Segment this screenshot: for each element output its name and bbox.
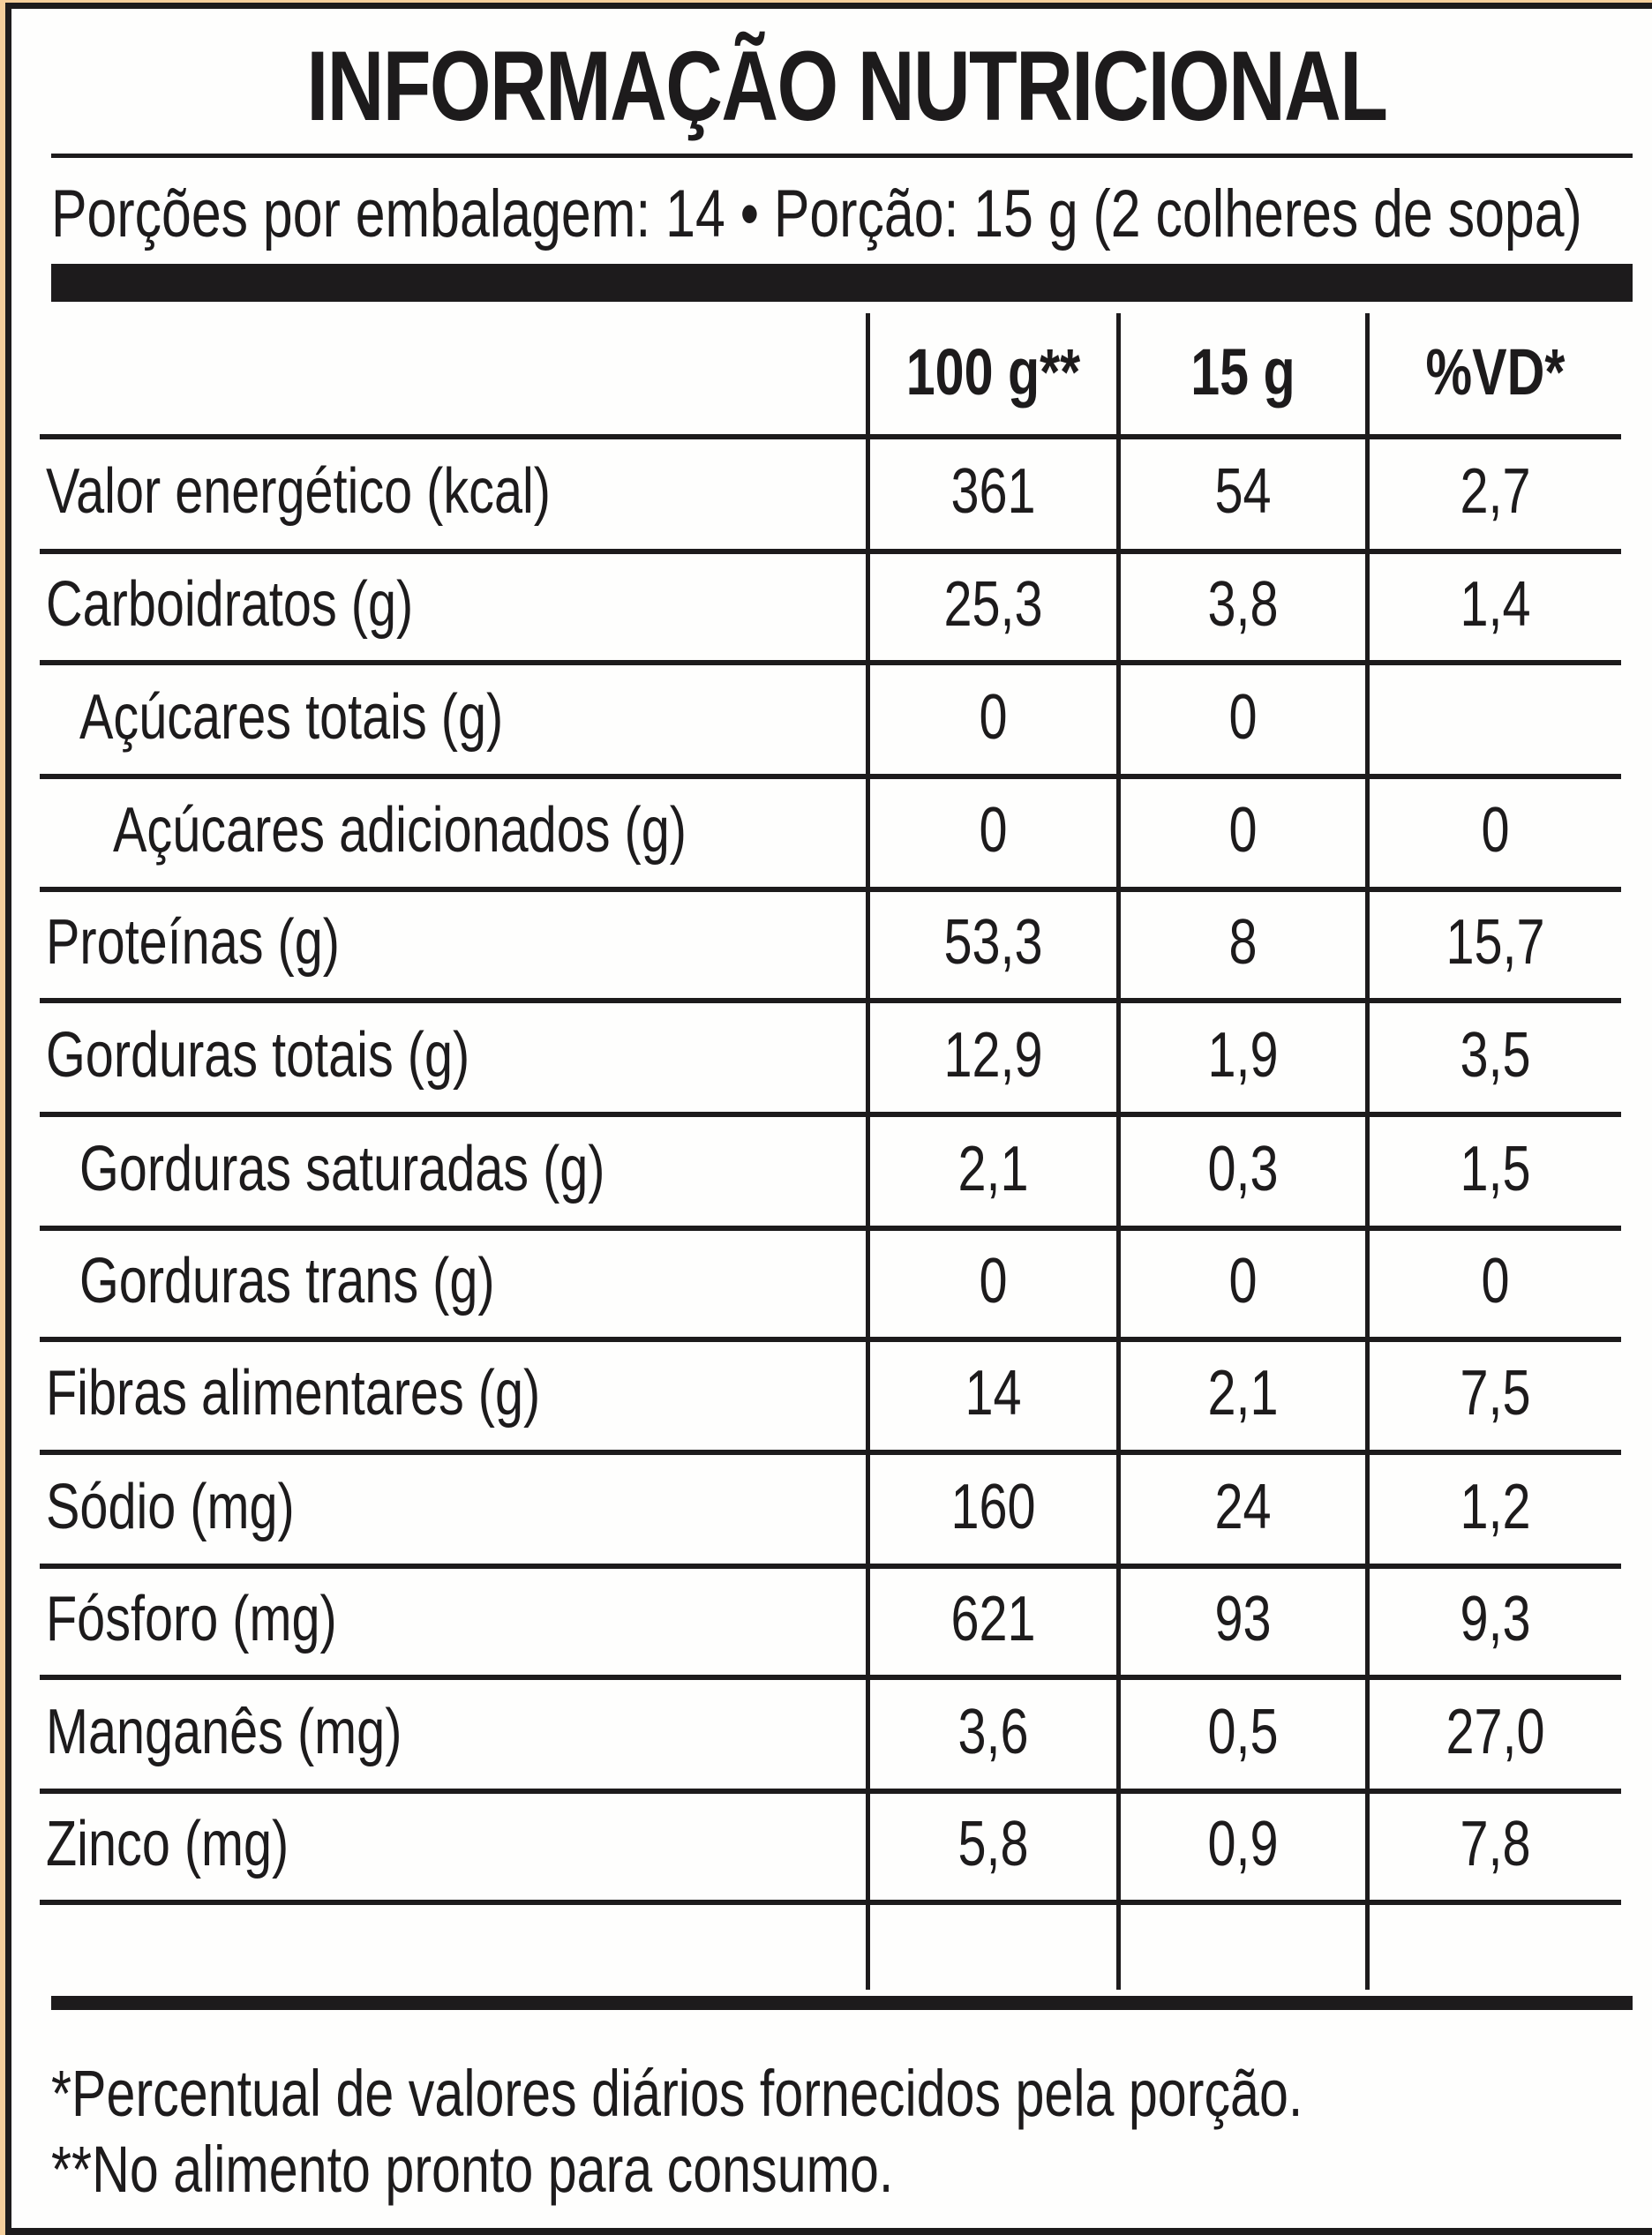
nutrient-label: Proteínas (g) (46, 907, 340, 978)
value-per-100g: 53,3 (943, 907, 1043, 978)
daily-value-percent: 7,8 (1460, 1809, 1531, 1879)
row-divider (40, 1337, 1621, 1342)
daily-value-percent: 7,5 (1460, 1358, 1531, 1429)
nutrient-label: Gorduras saturadas (g) (79, 1133, 605, 1204)
daily-value-percent: 0 (1481, 795, 1510, 866)
value-per-portion: 0,9 (1207, 1809, 1279, 1879)
value-per-portion: 0 (1228, 1246, 1258, 1316)
daily-value-percent: 1,5 (1460, 1133, 1531, 1204)
value-per-100g: 5,8 (957, 1809, 1029, 1879)
daily-value-percent: 0 (1481, 1246, 1510, 1316)
row-divider (40, 1900, 1621, 1905)
nutrient-label: Açúcares totais (g) (79, 681, 504, 753)
value-per-portion: 93 (1214, 1584, 1272, 1654)
value-per-100g: 12,9 (943, 1019, 1043, 1091)
nutrient-label: Zinco (mg) (46, 1809, 289, 1879)
value-per-100g: 160 (950, 1471, 1036, 1542)
row-divider (40, 774, 1621, 779)
row-divider (40, 887, 1621, 892)
value-per-100g: 14 (965, 1358, 1022, 1429)
row-divider (40, 1789, 1621, 1794)
daily-value-percent: 2,7 (1460, 456, 1531, 527)
nutrient-label: Valor energético (kcal) (46, 456, 551, 527)
nutrient-label: Fibras alimentares (g) (46, 1358, 541, 1429)
header-thick-bar (51, 264, 1633, 302)
value-per-100g: 0 (979, 795, 1008, 866)
daily-value-percent: 1,4 (1460, 569, 1531, 640)
column-header: 15 g (1190, 335, 1295, 409)
daily-value-percent: 9,3 (1460, 1584, 1531, 1654)
value-per-portion: 24 (1214, 1471, 1272, 1542)
serving-info: Porções por embalagem: 14 • Porção: 15 g… (51, 176, 1582, 251)
value-per-100g: 2,1 (957, 1133, 1029, 1204)
value-per-portion: 0 (1228, 795, 1258, 866)
value-per-100g: 361 (950, 456, 1036, 527)
value-per-100g: 621 (950, 1584, 1036, 1654)
row-divider (40, 1564, 1621, 1569)
nutrient-label: Carboidratos (g) (46, 569, 414, 640)
value-per-portion: 0,5 (1207, 1696, 1279, 1767)
daily-value-percent: 1,2 (1460, 1471, 1531, 1542)
column-divider (1365, 313, 1370, 1990)
value-per-portion: 8 (1228, 907, 1258, 978)
nutrient-label: Gorduras trans (g) (79, 1246, 495, 1316)
daily-value-percent: 27,0 (1446, 1696, 1545, 1767)
footnote-ready-to-eat: **No alimento pronto para consumo. (51, 2133, 894, 2206)
label-title: INFORMAÇÃO NUTRICIONAL (306, 31, 1388, 141)
value-per-100g: 0 (979, 1246, 1008, 1316)
value-per-100g: 25,3 (943, 569, 1043, 640)
column-divider (866, 313, 870, 1990)
title-divider (51, 154, 1633, 158)
nutrient-label: Gorduras totais (g) (46, 1019, 470, 1091)
row-divider (40, 1450, 1621, 1455)
nutrient-label: Manganês (mg) (46, 1696, 402, 1767)
column-header: 100 g** (905, 335, 1081, 409)
row-divider (40, 1675, 1621, 1680)
value-per-portion: 0,3 (1207, 1133, 1279, 1204)
value-per-100g: 3,6 (957, 1696, 1029, 1767)
row-divider (40, 1112, 1621, 1117)
value-per-portion: 3,8 (1207, 569, 1279, 640)
row-divider (40, 998, 1621, 1003)
nutrient-label: Fósforo (mg) (46, 1584, 337, 1654)
row-divider (40, 434, 1621, 439)
nutrient-label: Sódio (mg) (46, 1471, 295, 1542)
value-per-portion: 2,1 (1207, 1358, 1279, 1429)
row-divider (40, 660, 1621, 665)
nutrient-label: Açúcares adicionados (g) (113, 795, 687, 866)
value-per-portion: 0 (1228, 681, 1258, 753)
value-per-portion: 54 (1214, 456, 1272, 527)
daily-value-percent: 15,7 (1446, 907, 1545, 978)
column-header: %VD* (1425, 335, 1566, 409)
value-per-100g: 0 (979, 681, 1008, 753)
row-divider (40, 1226, 1621, 1231)
column-divider (1116, 313, 1121, 1990)
value-per-portion: 1,9 (1207, 1019, 1279, 1091)
daily-value-percent: 3,5 (1460, 1019, 1531, 1091)
footnote-vd: *Percentual de valores diários fornecido… (51, 2057, 1303, 2130)
nutrition-facts-panel: INFORMAÇÃO NUTRICIONAL Porções por embal… (5, 3, 1652, 2235)
row-divider (40, 549, 1621, 554)
footer-thick-bar (51, 1996, 1633, 2010)
